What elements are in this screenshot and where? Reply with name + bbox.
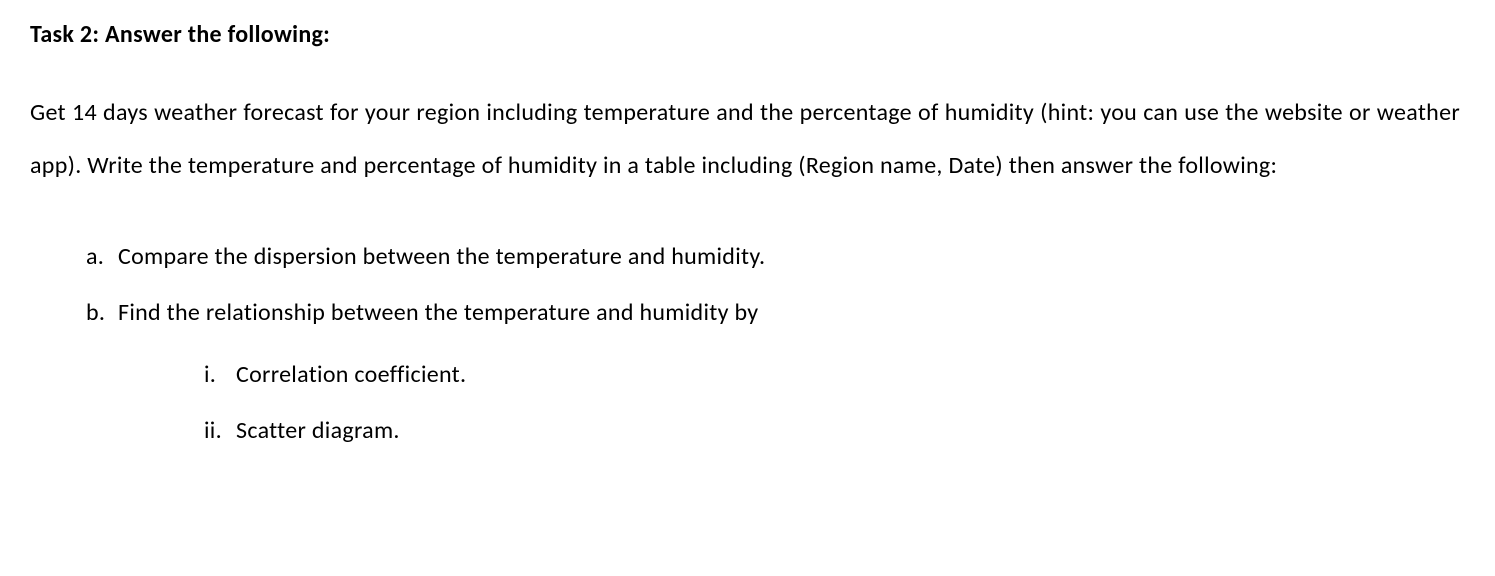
list-marker: a. <box>86 233 104 281</box>
list-text: Compare the dispersion between the tempe… <box>118 242 765 271</box>
sub-list-text: Scatter diagram. <box>236 416 400 445</box>
sub-list-marker: ii. <box>204 407 222 455</box>
main-list: a. Compare the dispersion between the te… <box>30 233 1465 455</box>
intro-paragraph: Get 14 days weather forecast for your re… <box>30 87 1460 193</box>
list-marker: b. <box>86 289 105 337</box>
document-container: Task 2: Answer the following: Get 14 day… <box>30 20 1465 455</box>
list-item-b: b. Find the relationship between the tem… <box>118 289 1465 455</box>
list-text: Find the relationship between the temper… <box>118 298 758 327</box>
task-title: Task 2: Answer the following: <box>30 20 1465 49</box>
sub-list-item-i: i. Correlation coefficient. <box>236 351 1465 399</box>
sub-list-text: Correlation coefficient. <box>236 360 466 389</box>
sub-list-item-ii: ii. Scatter diagram. <box>236 407 1465 455</box>
sub-list: i. Correlation coefficient. ii. Scatter … <box>118 351 1465 455</box>
list-item-a: a. Compare the dispersion between the te… <box>118 233 1465 281</box>
sub-list-marker: i. <box>204 351 216 399</box>
